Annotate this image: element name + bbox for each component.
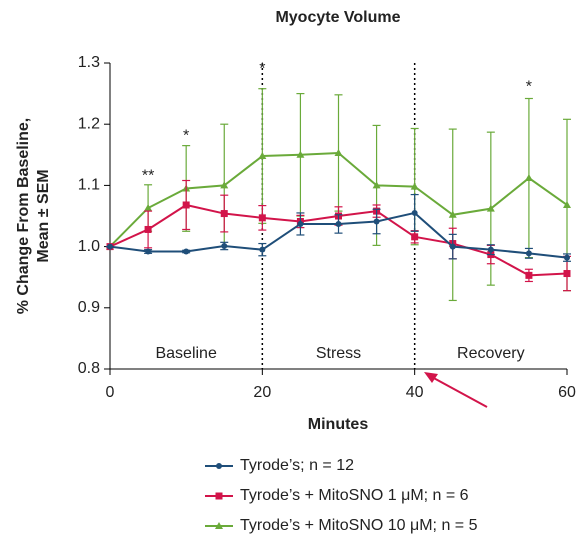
point	[145, 248, 152, 255]
y-tick-label: 0.8	[78, 360, 100, 377]
point	[563, 270, 571, 278]
point	[525, 250, 532, 257]
annotation: *	[259, 60, 265, 77]
point	[297, 220, 304, 227]
y-tick-label: 1.1	[78, 177, 100, 194]
point	[563, 200, 571, 208]
phase-label: Recovery	[457, 345, 525, 362]
point	[107, 243, 113, 250]
point	[335, 220, 342, 227]
y-tick-label: 0.9	[78, 299, 100, 316]
x-tick-label: 60	[558, 384, 576, 401]
point	[411, 233, 419, 241]
point	[564, 254, 570, 261]
phase-label: Stress	[316, 345, 361, 362]
x-tick-label: 40	[406, 384, 424, 401]
y-tick-label: 1.3	[78, 54, 100, 71]
annotation: **	[142, 167, 154, 184]
y-axis-label: % Change From Baseline,	[15, 118, 32, 315]
point	[215, 492, 223, 500]
point	[144, 204, 153, 212]
point	[220, 181, 229, 189]
point	[448, 210, 457, 218]
point	[220, 210, 228, 218]
annotation: *	[183, 128, 189, 145]
phase-label: Baseline	[155, 345, 216, 362]
point	[258, 214, 266, 222]
x-tick-label: 20	[253, 384, 271, 401]
legend-label: Tyrode’s + MitoSNO 1 μM; n = 6	[240, 487, 469, 504]
point	[373, 218, 380, 225]
arrow	[429, 375, 488, 408]
x-axis-label: Minutes	[308, 416, 369, 433]
point	[216, 463, 222, 469]
point	[221, 242, 228, 249]
legend-label: Tyrode’s + MitoSNO 10 μM; n = 5	[240, 517, 478, 534]
point	[486, 204, 495, 212]
y-tick-label: 1.0	[78, 238, 100, 255]
point	[525, 271, 533, 279]
point	[449, 243, 456, 250]
arrow-head	[424, 372, 438, 383]
point	[334, 148, 343, 156]
point	[258, 152, 267, 160]
point	[410, 182, 419, 190]
chart-title: Myocyte Volume	[275, 9, 400, 26]
annotation: *	[526, 79, 532, 96]
y-axis-label: Mean ± SEM	[35, 169, 52, 262]
point	[183, 248, 190, 255]
x-tick-label: 0	[106, 384, 115, 401]
point	[215, 522, 223, 529]
point	[411, 209, 418, 216]
point	[144, 225, 152, 233]
point	[487, 246, 494, 253]
point	[296, 150, 305, 158]
point	[524, 174, 533, 182]
y-tick-label: 1.2	[78, 115, 100, 132]
legend-label: Tyrode’s; n = 12	[240, 457, 354, 474]
point	[182, 201, 190, 209]
point	[372, 181, 381, 189]
point	[259, 246, 266, 253]
